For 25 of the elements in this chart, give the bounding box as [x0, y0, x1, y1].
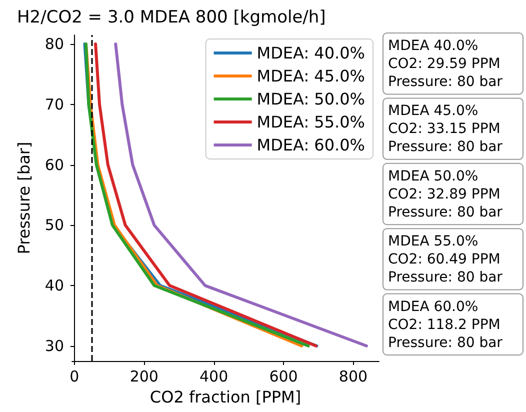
x-axis-title: CO2 fraction [PPM] — [150, 388, 302, 406]
line-series — [114, 42, 368, 348]
y-tick-label: 70 — [44, 95, 64, 114]
x-tick-label: 400 — [200, 368, 228, 386]
chart-title: H2/CO2 = 3.0 MDEA 800 [kgmole/h] — [17, 8, 326, 28]
text: MDEA 45.0% CO2: 33.15 PPM Pressure: 80 bar — [388, 103, 503, 156]
y-tick-label: 60 — [44, 156, 64, 174]
legend-label: MDEA: 45.0% — [256, 66, 365, 86]
x-tick-label: 600 — [269, 368, 298, 386]
y-tick-label: 80 — [44, 35, 64, 54]
text: MDEA 40.0% CO2: 29.59 PPM Pressure: 80 bar — [388, 38, 503, 90]
y-tick-label: 30 — [44, 336, 64, 355]
text: MDEA 50.0% CO2: 32.89 PPM Pressure: 80 bar — [388, 168, 503, 220]
x-tick-label: 800 — [338, 368, 368, 386]
legend-label: MDEA: 50.0% — [256, 90, 365, 108]
y-tick-label: 50 — [44, 216, 64, 234]
x-tick-label: 0 — [70, 368, 80, 386]
legend-label: MDEA: 40.0% — [256, 44, 365, 62]
x-tick-label: 200 — [130, 368, 158, 386]
legend-label: MDEA: 60.0% — [256, 136, 365, 154]
text: MDEA 60.0% CO2: 118.2 PPM Pressure: 80 bar — [388, 298, 503, 351]
text: MDEA 55.0% CO2: 60.49 PPM Pressure: 80 bar — [388, 234, 503, 286]
y-axis-title: Pressure [bar] — [14, 142, 34, 254]
legend-label: MDEA: 55.0% — [256, 112, 365, 132]
y-tick-label: 40 — [44, 276, 64, 295]
